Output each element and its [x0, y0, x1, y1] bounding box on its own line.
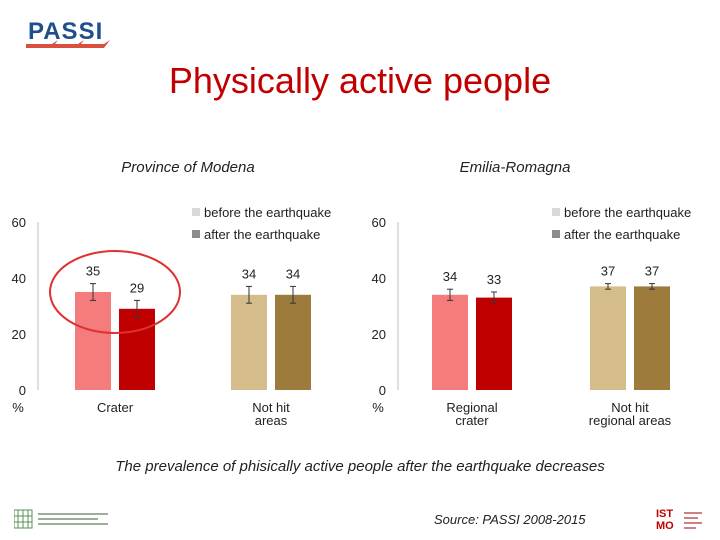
- bar-value-label: 33: [487, 272, 501, 287]
- bar: [476, 297, 512, 390]
- bar: [119, 308, 155, 390]
- y-tick-label: 60: [12, 215, 26, 230]
- x-tick-label: regional areas: [589, 413, 672, 428]
- legend-entry: before the earthquake: [564, 205, 691, 220]
- bar-value-label: 29: [130, 280, 144, 295]
- chart-caption: The prevalence of phisically active peop…: [115, 458, 605, 475]
- y-tick-label: 40: [12, 271, 26, 286]
- istmo-logo-icon: [656, 508, 702, 532]
- legend-swatch: [552, 230, 560, 238]
- x-tick-label: Crater: [97, 400, 134, 415]
- bar-value-label: 34: [242, 266, 256, 281]
- passi-logo-text: PASSI: [28, 18, 104, 45]
- legend-swatch: [192, 230, 200, 238]
- legend-swatch: [192, 208, 200, 216]
- bar: [432, 294, 468, 390]
- bar-value-label: 37: [601, 264, 615, 279]
- highlight-circle: [49, 250, 181, 334]
- x-tick-label: Regional: [446, 400, 497, 415]
- y-tick-label: 0: [379, 383, 386, 398]
- bar-value-label: 34: [443, 269, 457, 284]
- legend-entry: after the earthquake: [204, 227, 320, 242]
- y-tick-label: 40: [372, 271, 386, 286]
- y-tick-label: 20: [372, 327, 386, 342]
- istmo-logo: ISTMO: [656, 508, 716, 532]
- logo-arrows-icon: [26, 40, 110, 48]
- legend-swatch: [552, 208, 560, 216]
- bar: [275, 294, 311, 390]
- x-tick-label: areas: [255, 413, 288, 428]
- y-tick-label: 60: [372, 215, 386, 230]
- region-logo: [13, 508, 114, 530]
- y-axis-unit-label: %: [372, 400, 384, 415]
- legend-entry: after the earthquake: [564, 227, 680, 242]
- bar-value-label: 34: [286, 266, 300, 281]
- istmo-logo-text: ISTMO: [656, 508, 674, 532]
- bar-value-label: 35: [86, 264, 100, 279]
- bar-value-label: 37: [645, 264, 659, 279]
- chart-emilia-romagna: Emilia-Romagna 0 20 40 60% 34 33 Regionalcrater…: [372, 159, 692, 428]
- bar: [634, 286, 670, 390]
- bar: [75, 292, 111, 390]
- legend-entry: before the earthquake: [204, 205, 331, 220]
- source-note: Source: PASSI 2008-2015: [434, 512, 586, 527]
- y-tick-label: 20: [12, 327, 26, 342]
- y-axis-unit-label: %: [12, 400, 24, 415]
- bar: [590, 286, 626, 390]
- chart-subtitle: Emilia-Romagna: [460, 159, 571, 176]
- x-tick-label: Not hit: [611, 400, 649, 415]
- x-tick-label: crater: [455, 413, 489, 428]
- passi-logo: PASSI: [22, 14, 112, 52]
- chart-province-of-modena: Province of Modena 0 20 40 60% 35 29 Crater 34 34…: [12, 159, 332, 428]
- x-tick-label: Not hit: [252, 400, 290, 415]
- bar: [231, 294, 267, 390]
- chart-subtitle: Province of Modena: [121, 159, 254, 176]
- page-title: Physically active people: [168, 60, 552, 101]
- region-logo-icon: [13, 509, 108, 529]
- y-tick-label: 0: [19, 383, 26, 398]
